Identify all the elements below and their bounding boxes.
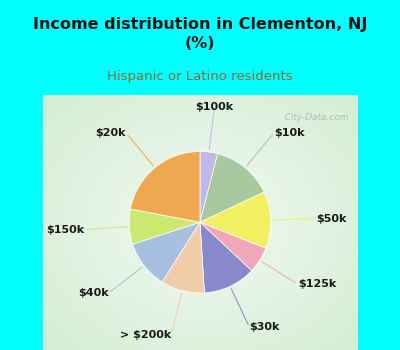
- Wedge shape: [130, 152, 200, 222]
- Text: $40k: $40k: [78, 288, 108, 298]
- Text: $30k: $30k: [249, 322, 280, 332]
- Text: Income distribution in Clementon, NJ
(%): Income distribution in Clementon, NJ (%): [33, 17, 367, 51]
- Text: $125k: $125k: [298, 279, 336, 289]
- Text: Hispanic or Latino residents: Hispanic or Latino residents: [107, 70, 293, 83]
- Wedge shape: [162, 222, 204, 293]
- Text: > $200k: > $200k: [120, 330, 171, 340]
- Text: $20k: $20k: [96, 128, 126, 138]
- Text: $50k: $50k: [316, 214, 346, 224]
- Wedge shape: [200, 222, 266, 271]
- Text: City-Data.com: City-Data.com: [276, 113, 348, 122]
- Text: $150k: $150k: [46, 225, 84, 235]
- Wedge shape: [129, 209, 200, 244]
- Wedge shape: [200, 154, 264, 222]
- Wedge shape: [200, 192, 271, 248]
- Text: $100k: $100k: [196, 102, 234, 112]
- Wedge shape: [200, 152, 218, 222]
- Text: $10k: $10k: [274, 128, 304, 138]
- Wedge shape: [200, 222, 252, 293]
- Wedge shape: [133, 222, 200, 282]
